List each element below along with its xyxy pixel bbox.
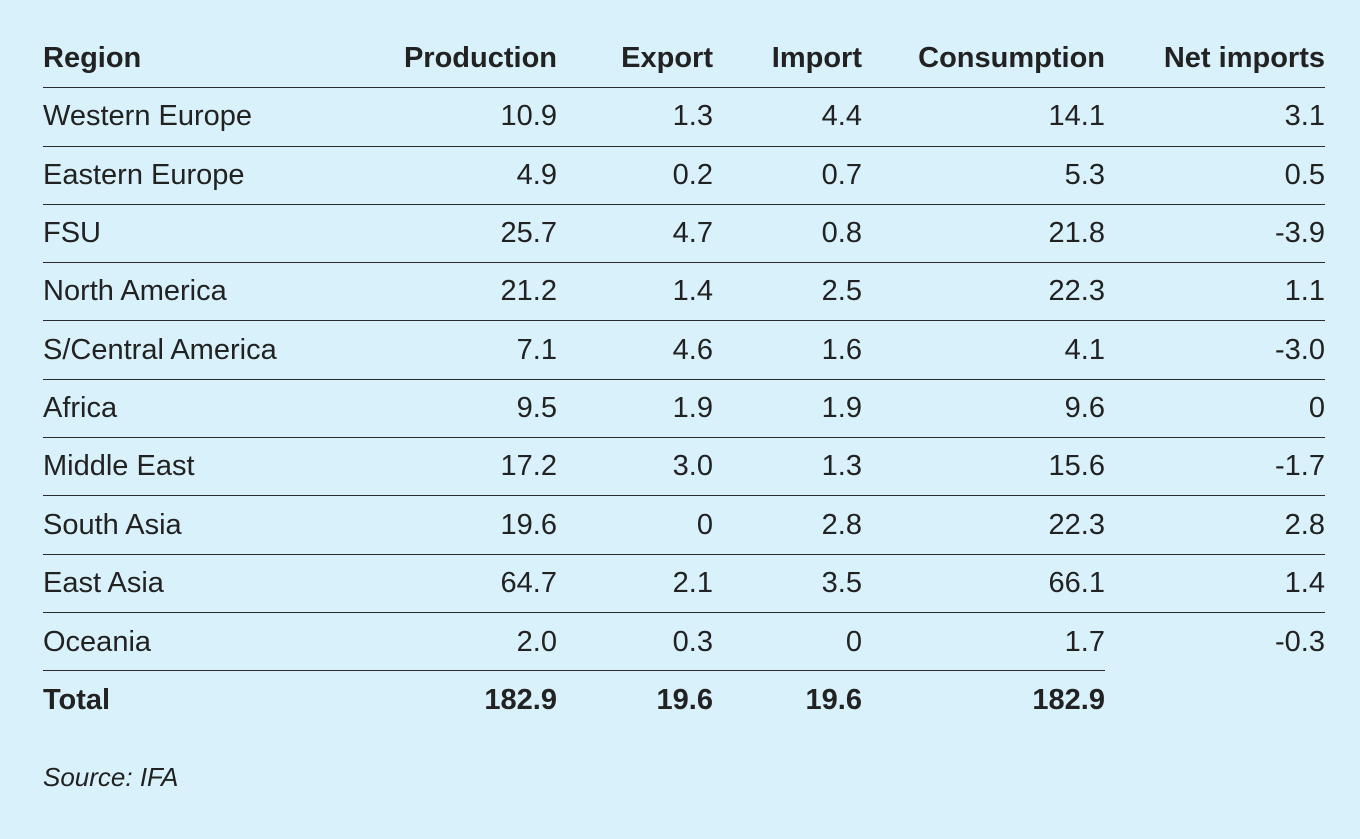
cell-import: 2.8 xyxy=(821,508,862,541)
cell-consumption: 66.1 xyxy=(1048,566,1105,599)
cell-production: 2.0 xyxy=(516,625,557,658)
table-row: North America 21.2 1.4 2.5 22.3 1.1 xyxy=(43,263,1325,322)
cell-net-imports: 0 xyxy=(1308,391,1325,424)
cell-region: Middle East xyxy=(43,450,195,483)
cell-export: 1.3 xyxy=(672,100,713,133)
header-region: Region xyxy=(43,42,142,75)
total-label: Total xyxy=(43,683,111,716)
cell-production: 64.7 xyxy=(500,566,557,599)
cell-region: FSU xyxy=(43,217,101,250)
cell-export: 0.3 xyxy=(672,625,713,658)
cell-import: 0.7 xyxy=(821,158,862,191)
cell-production: 4.9 xyxy=(516,158,557,191)
table-row: Western Europe 10.9 1.3 4.4 14.1 3.1 xyxy=(43,88,1325,147)
table-row: S/Central America 7.1 4.6 1.6 4.1 -3.0 xyxy=(43,321,1325,380)
cell-export: 0 xyxy=(696,508,713,541)
cell-import: 1.6 xyxy=(821,333,862,366)
cell-consumption: 4.1 xyxy=(1064,333,1105,366)
table-row: Africa 9.5 1.9 1.9 9.6 0 xyxy=(43,380,1325,439)
table-row: Middle East 17.2 3.0 1.3 15.6 -1.7 xyxy=(43,438,1325,497)
cell-export: 2.1 xyxy=(672,566,713,599)
source-note: Source: IFA xyxy=(43,762,179,792)
header-import: Import xyxy=(771,42,862,75)
cell-consumption: 9.6 xyxy=(1064,391,1105,424)
cell-export: 4.7 xyxy=(672,217,713,250)
cell-export: 4.6 xyxy=(672,333,713,366)
cell-import: 1.9 xyxy=(821,391,862,424)
table-row: South Asia 19.6 0 2.8 22.3 2.8 xyxy=(43,496,1325,555)
cell-net-imports: -3.0 xyxy=(1275,333,1325,366)
cell-region: S/Central America xyxy=(43,333,277,366)
cell-net-imports: 2.8 xyxy=(1284,508,1325,541)
table-row: East Asia 64.7 2.1 3.5 66.1 1.4 xyxy=(43,555,1325,613)
table-row: Oceania 2.0 0.3 0 1.7 -0.3 xyxy=(43,613,1325,672)
data-table: Region Production Export Import Consumpt… xyxy=(43,30,1325,730)
cell-export: 1.9 xyxy=(672,391,713,424)
header-production: Production xyxy=(403,42,557,75)
cell-production: 17.2 xyxy=(500,450,557,483)
table-header-row: Region Production Export Import Consumpt… xyxy=(43,30,1325,89)
cell-region: North America xyxy=(43,275,227,308)
cell-production: 9.5 xyxy=(516,391,557,424)
cell-net-imports: 3.1 xyxy=(1284,100,1325,133)
cell-production: 10.9 xyxy=(500,100,557,133)
cell-net-imports: -0.3 xyxy=(1275,625,1325,658)
cell-production: 7.1 xyxy=(516,333,557,366)
cell-production: 25.7 xyxy=(500,217,557,250)
cell-region: East Asia xyxy=(43,566,164,599)
cell-net-imports: -1.7 xyxy=(1275,450,1325,483)
total-production: 182.9 xyxy=(484,683,557,716)
cell-region: Western Europe xyxy=(43,100,253,133)
table-total-row: Total 182.9 19.6 19.6 182.9 xyxy=(43,671,1325,729)
total-import: 19.6 xyxy=(805,683,862,716)
cell-net-imports: 0.5 xyxy=(1284,158,1325,191)
cell-net-imports: -3.9 xyxy=(1275,217,1325,250)
header-net-imports: Net imports xyxy=(1163,42,1325,75)
cell-net-imports: 1.4 xyxy=(1284,566,1325,599)
cell-consumption: 22.3 xyxy=(1048,275,1105,308)
cell-consumption: 15.6 xyxy=(1048,450,1105,483)
cell-consumption: 14.1 xyxy=(1048,100,1105,133)
total-consumption: 182.9 xyxy=(1032,683,1105,716)
cell-import: 2.5 xyxy=(821,275,862,308)
cell-region: Oceania xyxy=(43,625,152,658)
cell-import: 4.4 xyxy=(821,100,862,133)
cell-export: 3.0 xyxy=(672,450,713,483)
cell-production: 21.2 xyxy=(500,275,557,308)
cell-consumption: 22.3 xyxy=(1048,508,1105,541)
header-consumption: Consumption xyxy=(918,42,1105,75)
total-export: 19.6 xyxy=(656,683,713,716)
header-export: Export xyxy=(621,42,713,75)
cell-consumption: 5.3 xyxy=(1064,158,1105,191)
cell-consumption: 1.7 xyxy=(1064,625,1105,658)
cell-region: Africa xyxy=(43,391,118,424)
cell-region: South Asia xyxy=(43,508,182,541)
cell-import: 1.3 xyxy=(821,450,862,483)
cell-import: 3.5 xyxy=(821,566,862,599)
cell-export: 0.2 xyxy=(672,158,713,191)
cell-export: 1.4 xyxy=(672,275,713,308)
cell-net-imports: 1.1 xyxy=(1284,275,1325,308)
cell-region: Eastern Europe xyxy=(43,158,245,191)
cell-production: 19.6 xyxy=(500,508,557,541)
cell-import: 0 xyxy=(845,625,862,658)
cell-consumption: 21.8 xyxy=(1048,217,1105,250)
table-row: Eastern Europe 4.9 0.2 0.7 5.3 0.5 xyxy=(43,147,1325,205)
table-row: FSU 25.7 4.7 0.8 21.8 -3.9 xyxy=(43,205,1325,264)
cell-import: 0.8 xyxy=(821,217,862,250)
